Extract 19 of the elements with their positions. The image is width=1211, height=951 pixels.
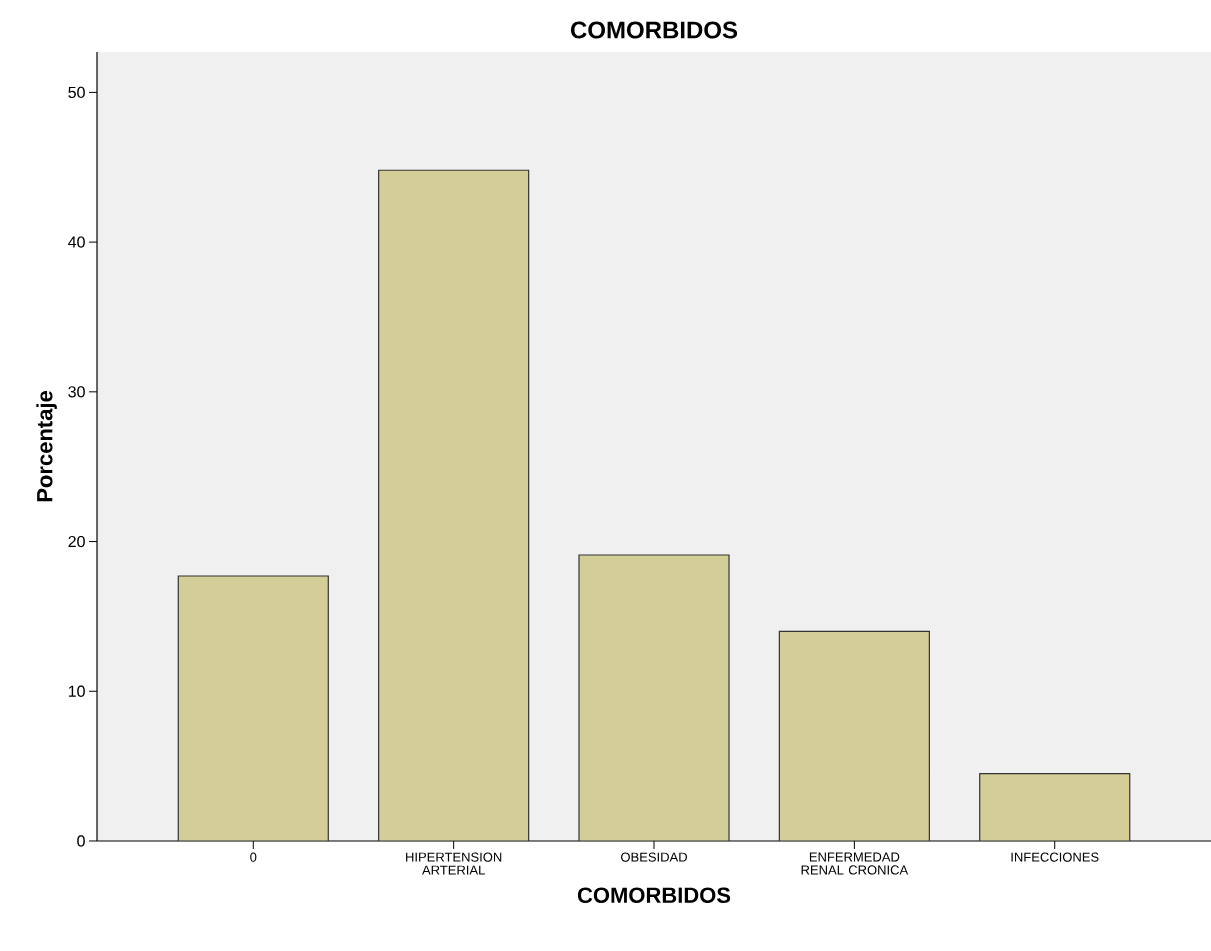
x-tick-label: OBESIDAD [621,852,687,862]
y-tick-label: 20 [68,535,85,548]
y-tick-label: 50 [68,86,85,99]
x-tick-label: HIPERTENSION ARTERIAL [406,852,502,875]
y-axis-title: Porcentaje [36,390,57,502]
bar [177,575,329,841]
y-tick-label: 30 [68,386,85,398]
x-tick-label: INFECCIONES [1011,852,1099,862]
y-tick-label: 0 [77,835,85,847]
chart-title: COMORBIDOS [570,21,738,39]
x-axis-title: COMORBIDOS [577,887,731,903]
bar [378,169,530,841]
bar [578,554,730,841]
x-tick-label: 0 [250,852,257,862]
bar [778,630,930,841]
y-tick-label: 10 [68,685,85,697]
x-tick-label: ENFERMEDAD RENAL CRONICA [801,852,909,875]
bar [979,773,1131,841]
y-tick-label: 40 [68,236,85,248]
